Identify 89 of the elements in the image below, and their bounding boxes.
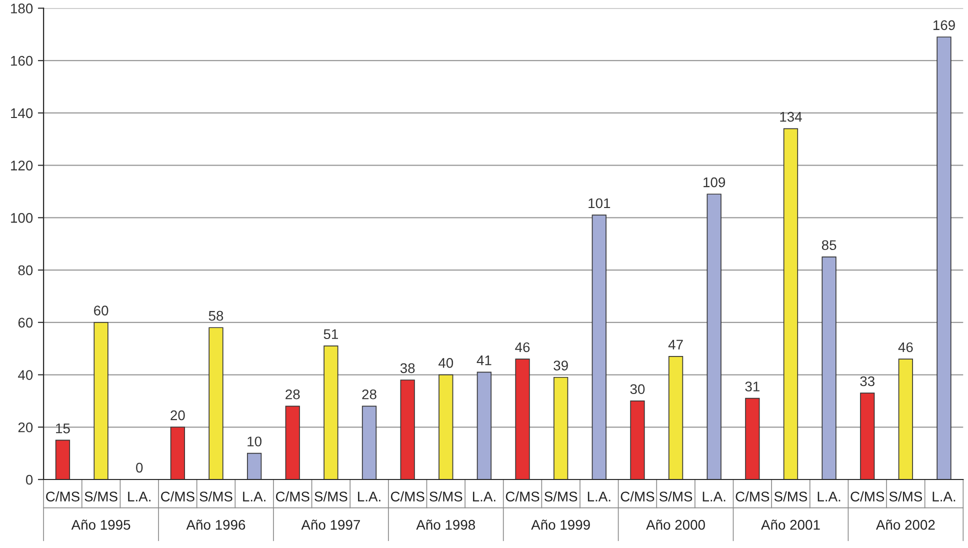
text: C/MS <box>161 491 194 502</box>
text: S/MS <box>659 491 692 502</box>
data-label: 38 <box>400 363 415 374</box>
data-label: 58 <box>208 310 224 321</box>
bar <box>668 356 684 480</box>
data-label: 169 <box>933 20 955 30</box>
y-tick-label: 140 <box>11 108 33 118</box>
bar <box>170 426 185 480</box>
x-tick-label: Año 1998 <box>416 520 476 530</box>
text: S/MS <box>314 491 348 502</box>
data-label: 15 <box>56 424 70 434</box>
y-tick-label: 80 <box>18 265 33 276</box>
bar <box>208 327 224 480</box>
data-label: 10 <box>248 436 262 446</box>
data-label: 134 <box>780 112 802 122</box>
x-tick-label: Año 1997 <box>301 520 360 530</box>
x-tick-label: Año 2002 <box>876 520 935 530</box>
bar <box>476 372 492 480</box>
x-tick-label: Año 1995 <box>71 520 130 530</box>
bar <box>285 406 300 480</box>
data-label: 51 <box>324 329 338 340</box>
data-label: 30 <box>630 384 645 394</box>
bar <box>592 214 606 480</box>
bar <box>822 256 836 480</box>
bar <box>515 358 530 480</box>
bar <box>400 380 415 480</box>
bar <box>706 194 722 480</box>
data-label: 85 <box>822 240 836 250</box>
bar <box>783 128 798 480</box>
text: C/MS <box>276 491 310 502</box>
data-label: 46 <box>898 342 913 352</box>
y-tick-label: 160 <box>11 56 33 66</box>
data-label: 40 <box>438 358 454 368</box>
bar <box>362 406 377 480</box>
data-label: 20 <box>170 410 185 420</box>
data-label: 28 <box>286 389 300 400</box>
x-tick-label: Año 1999 <box>531 520 590 530</box>
y-tick-label: 20 <box>18 422 33 432</box>
text: L.A. <box>358 492 380 502</box>
data-label: 0 <box>136 462 143 473</box>
data-label: 39 <box>554 360 568 370</box>
text: C/MS <box>390 491 424 502</box>
text: S/MS <box>200 491 232 502</box>
text: S/MS <box>889 491 922 502</box>
y-tick-label: 120 <box>11 160 33 170</box>
text: L.A. <box>818 492 840 502</box>
data-label: 46 <box>515 342 530 352</box>
y-tick-label: 40 <box>18 370 33 380</box>
series-label: C/MS <box>620 491 654 502</box>
data-label: 60 <box>94 306 108 316</box>
text: S/MS <box>84 491 118 502</box>
bar <box>745 398 760 480</box>
text: S/MS <box>430 491 462 502</box>
data-label: 41 <box>476 356 492 366</box>
data-label: 109 <box>704 177 726 188</box>
y-tick-label: 60 <box>18 318 33 328</box>
data-label: 47 <box>668 340 683 350</box>
text: L.A. <box>128 492 150 502</box>
text: C/MS <box>736 491 770 502</box>
bar <box>554 376 568 480</box>
x-tick-label: Año 2000 <box>646 520 705 530</box>
text: L.A. <box>472 492 496 502</box>
bar <box>324 346 338 480</box>
y-tick-label: 0 <box>26 474 33 485</box>
bar <box>438 374 454 480</box>
data-label: 31 <box>745 382 760 392</box>
bar <box>55 440 70 480</box>
text: C/MS <box>46 491 80 502</box>
bar <box>936 36 952 480</box>
bar <box>94 322 108 480</box>
y-tick-label: 100 <box>11 213 33 223</box>
y-tick-label: 180 <box>11 4 33 14</box>
series-label: L.A. <box>702 492 726 502</box>
text: C/MS <box>506 491 540 502</box>
bar <box>246 452 262 480</box>
text: C/MS <box>850 491 884 502</box>
data-label: 33 <box>860 376 874 386</box>
bar <box>898 358 913 480</box>
bar <box>860 392 875 480</box>
text: L.A. <box>932 492 956 502</box>
x-tick-label: Año 2001 <box>761 520 820 530</box>
series-label: S/MS <box>544 491 578 502</box>
text: L.A. <box>588 492 610 502</box>
data-label: 101 <box>588 198 610 208</box>
bar <box>630 400 645 480</box>
text: S/MS <box>774 491 808 502</box>
text: L.A. <box>243 492 266 502</box>
data-label: 28 <box>362 389 376 400</box>
x-tick-label: Año 1996 <box>186 520 246 530</box>
